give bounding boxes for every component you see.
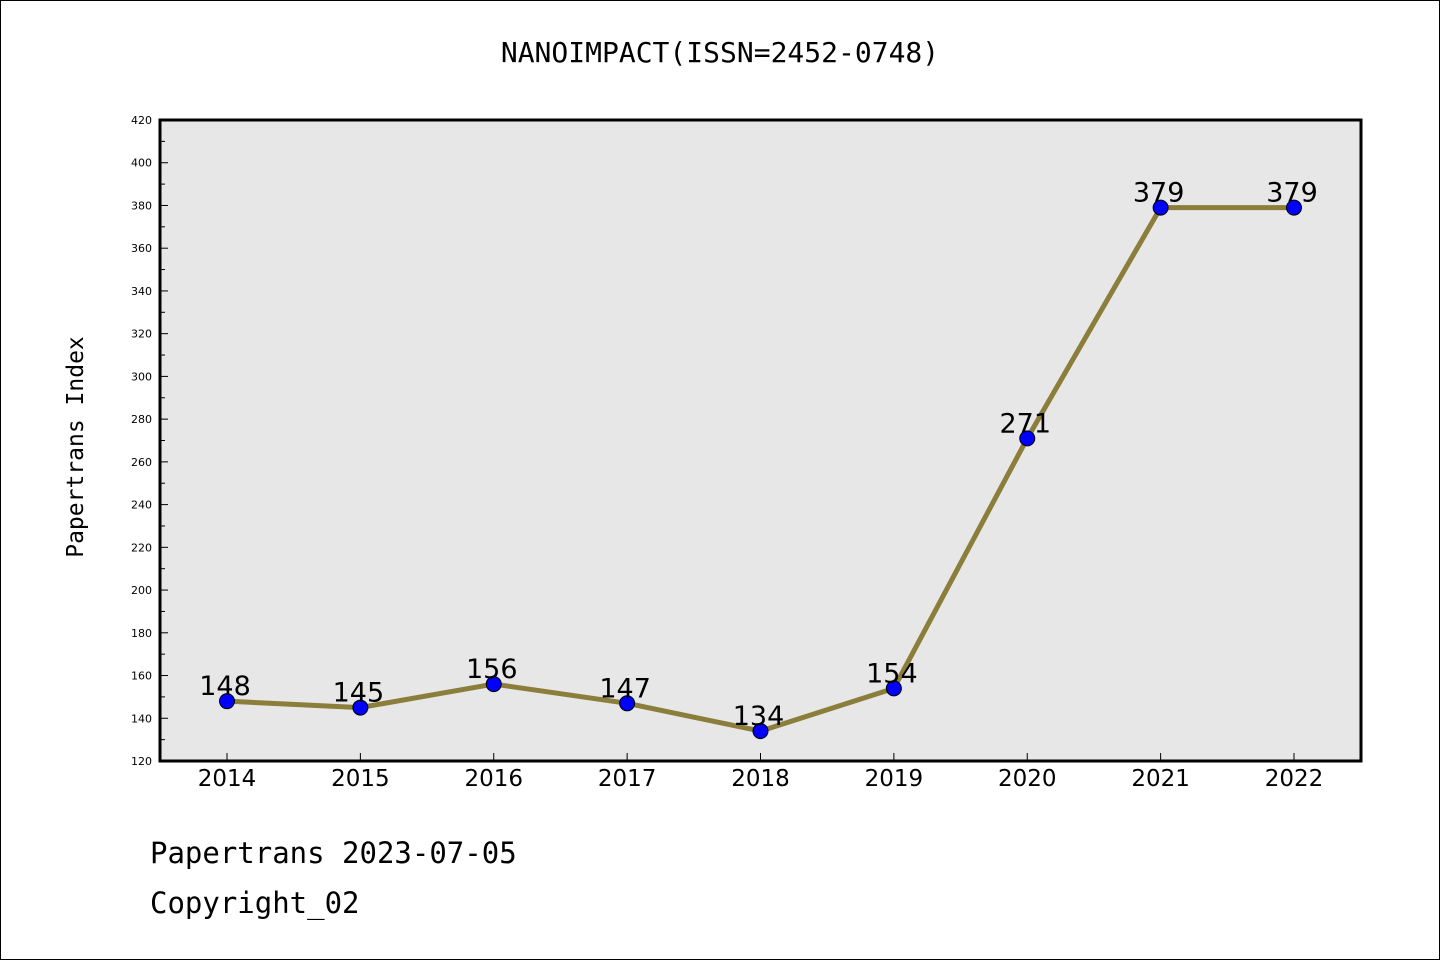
data-label: 148 xyxy=(199,671,251,702)
y-tick-label: 320 xyxy=(131,328,152,341)
x-tick-label: 2018 xyxy=(731,766,790,792)
y-tick-label: 200 xyxy=(131,584,152,597)
y-tick-label: 160 xyxy=(131,670,152,683)
data-point xyxy=(752,723,769,740)
data-point xyxy=(1152,199,1169,216)
data-point xyxy=(885,680,902,697)
footer-date: Papertrans 2023-07-05 xyxy=(150,836,517,870)
data-label: 156 xyxy=(466,654,518,685)
x-tick-label: 2017 xyxy=(598,766,657,792)
data-label: 379 xyxy=(1266,178,1318,209)
data-label: 379 xyxy=(1133,178,1185,209)
x-tick-label: 2014 xyxy=(198,766,257,792)
data-point xyxy=(352,699,369,716)
y-tick-label: 400 xyxy=(131,157,152,170)
y-tick-label: 380 xyxy=(131,199,152,212)
y-tick-label: 220 xyxy=(131,541,152,554)
data-point xyxy=(619,695,636,712)
y-tick-label: 240 xyxy=(131,499,152,512)
data-point xyxy=(1019,430,1036,447)
y-tick-label: 280 xyxy=(131,413,152,426)
y-tick-label: 120 xyxy=(131,755,152,768)
data-label: 145 xyxy=(333,678,385,709)
data-point xyxy=(485,676,502,693)
y-tick-label: 360 xyxy=(131,242,152,255)
x-tick-label: 2015 xyxy=(331,766,390,792)
plot-border xyxy=(158,118,1363,763)
x-tick-label: 2021 xyxy=(1131,766,1190,792)
data-label: 271 xyxy=(999,408,1051,439)
chart-title: NANOIMPACT(ISSN=2452-0748) xyxy=(500,36,940,69)
x-tick-label: 2020 xyxy=(998,766,1057,792)
y-tick-label: 420 xyxy=(131,114,152,127)
data-label: 147 xyxy=(599,673,651,704)
data-label: 134 xyxy=(733,701,785,732)
plot-area xyxy=(160,120,1361,761)
y-tick-label: 340 xyxy=(131,285,152,298)
y-tick-label: 260 xyxy=(131,456,152,469)
x-tick-label: 2022 xyxy=(1265,766,1324,792)
y-tick-label: 300 xyxy=(131,370,152,383)
x-tick-label: 2019 xyxy=(865,766,924,792)
data-point xyxy=(219,693,235,710)
data-label: 154 xyxy=(866,658,918,689)
y-tick-label: 140 xyxy=(131,712,152,725)
footer-copyright: Copyright_02 xyxy=(150,886,360,920)
y-tick-label: 180 xyxy=(131,627,152,640)
x-tick-label: 2016 xyxy=(464,766,523,792)
data-point xyxy=(1286,199,1302,216)
